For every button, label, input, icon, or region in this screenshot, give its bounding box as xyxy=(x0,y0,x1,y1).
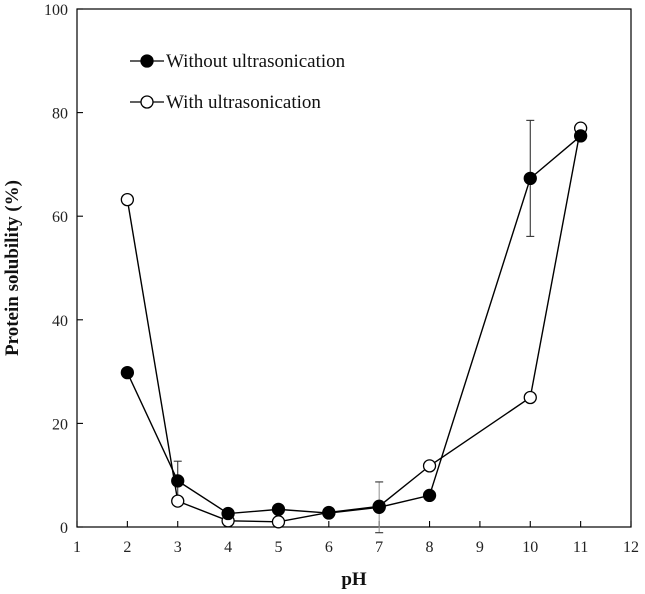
series-line-0 xyxy=(126,135,582,515)
y-axis-ticks: 0 20 40 60 80 100 xyxy=(44,2,83,537)
data-point-series-0 xyxy=(221,506,235,521)
x-tick-label: 10 xyxy=(522,539,538,556)
x-tick-label: 5 xyxy=(274,539,282,556)
data-point-series-1 xyxy=(171,494,185,508)
data-point-series-0 xyxy=(171,474,185,488)
data-point-series-1 xyxy=(271,515,286,529)
legend-marker-with xyxy=(140,95,154,109)
data-point-series-1 xyxy=(422,459,437,473)
x-tick-label: 3 xyxy=(174,539,182,556)
series-lines xyxy=(126,128,582,523)
x-tick-label: 4 xyxy=(224,539,232,556)
plot-frame xyxy=(76,8,632,528)
x-tick-label: 9 xyxy=(476,539,484,556)
series-markers xyxy=(120,121,588,529)
data-point-series-0 xyxy=(322,506,336,520)
legend: Without ultrasonication With ultrasonica… xyxy=(130,51,346,113)
data-point-series-0 xyxy=(271,502,286,517)
data-point-series-0 xyxy=(120,365,135,380)
x-axis-ticks: 1 2 3 4 5 6 7 8 9 10 11 12 xyxy=(73,521,639,556)
x-tick-label: 2 xyxy=(123,539,131,556)
data-point-series-1 xyxy=(120,192,135,207)
legend-marker-without xyxy=(140,54,154,68)
x-tick-label: 11 xyxy=(573,539,588,556)
x-axis-title: pH xyxy=(341,569,367,590)
data-point-series-0 xyxy=(523,171,537,186)
x-tick-label: 8 xyxy=(426,539,434,556)
y-axis-title: Protein solubility (%) xyxy=(2,180,23,356)
x-tick-label: 7 xyxy=(375,539,383,556)
data-point-series-0 xyxy=(573,129,588,143)
legend-label-with: With ultrasonication xyxy=(166,92,321,113)
y-tick-label: 40 xyxy=(52,313,68,330)
data-point-series-0 xyxy=(372,500,386,514)
x-tick-label: 6 xyxy=(325,539,333,556)
legend-label-without: Without ultrasonication xyxy=(166,51,346,72)
y-tick-label: 80 xyxy=(52,106,68,123)
x-tick-label: 1 xyxy=(73,539,81,556)
error-bars xyxy=(173,119,535,534)
y-tick-label: 0 xyxy=(60,520,68,537)
x-tick-label: 12 xyxy=(623,539,639,556)
y-tick-label: 60 xyxy=(52,209,68,226)
y-tick-label: 100 xyxy=(44,2,68,19)
data-point-series-1 xyxy=(523,390,537,405)
data-point-series-0 xyxy=(422,488,437,503)
series-line-1 xyxy=(126,128,582,523)
y-tick-label: 20 xyxy=(52,416,68,433)
